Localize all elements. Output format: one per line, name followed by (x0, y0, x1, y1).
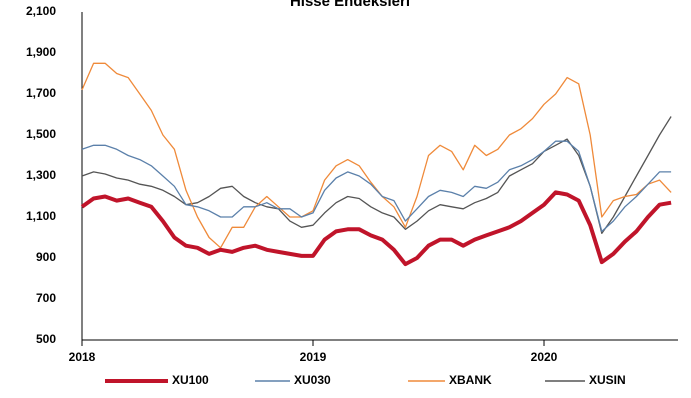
y-tick-label: 1,100 (26, 209, 56, 223)
legend-label: XBANK (449, 373, 492, 387)
legend-label: XU100 (172, 373, 209, 387)
legend-label: XU030 (294, 373, 331, 387)
y-tick-label: 1,700 (26, 86, 56, 100)
series-line (81, 62, 672, 249)
x-tick-label: 2019 (300, 350, 327, 364)
y-tick-label: 500 (36, 332, 56, 346)
series-line (80, 190, 672, 267)
y-tick-label: 1,500 (26, 127, 56, 141)
x-tick-label: 2020 (531, 350, 558, 364)
y-tick-label: 900 (36, 250, 56, 264)
y-tick-label: 1,900 (26, 45, 56, 59)
y-tick-label: 2,100 (26, 4, 56, 18)
series-line (81, 140, 672, 233)
y-tick-label: 1,300 (26, 168, 56, 182)
chart-title: Hisse Endeksleri (290, 0, 410, 10)
y-tick-label: 700 (36, 291, 56, 305)
x-tick-label: 2018 (69, 350, 96, 364)
legend-label: XUSIN (589, 373, 626, 387)
series-line (81, 116, 672, 235)
